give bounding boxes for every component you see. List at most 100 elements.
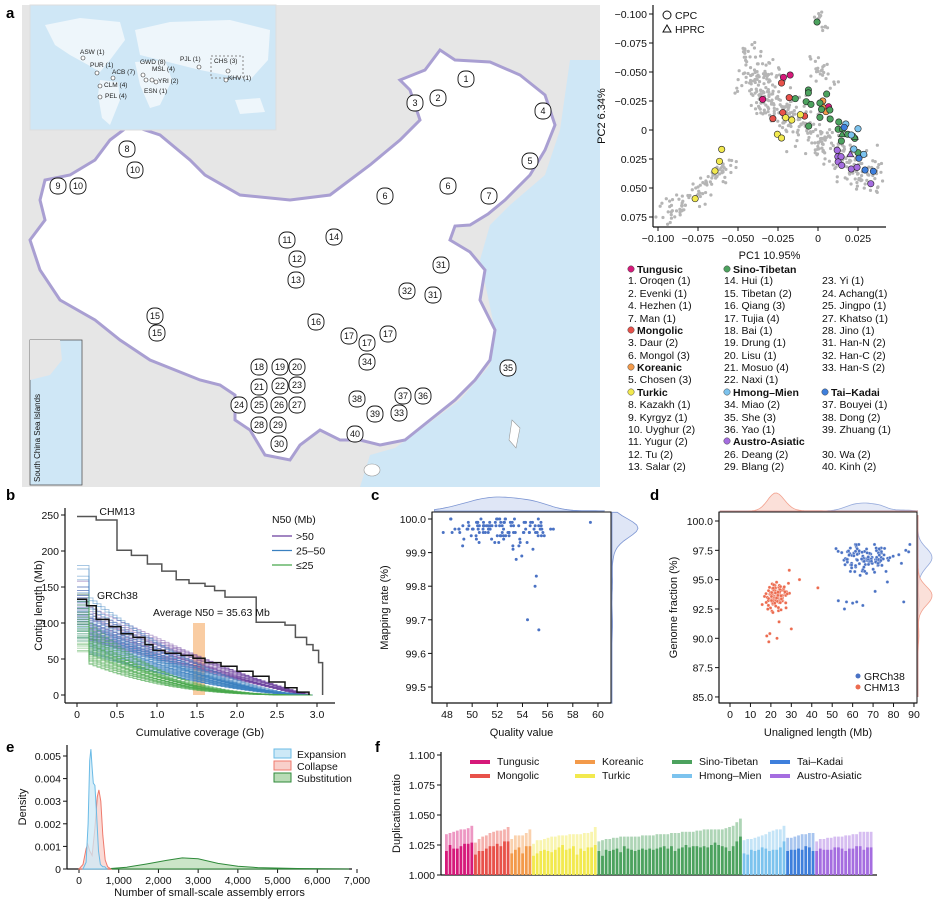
sample-point-chm13	[779, 597, 784, 601]
site-marker: 14	[325, 228, 343, 246]
x-tick-label: 0.5	[110, 709, 125, 721]
sample-point-chm13	[760, 602, 764, 607]
reference-point	[830, 130, 834, 135]
reference-point	[820, 73, 825, 77]
population-entry: 34. Miao (2)	[724, 399, 780, 411]
site-marker-badge	[270, 435, 288, 453]
population-entry: 14. Hui (1)	[724, 275, 773, 287]
reference-point	[809, 57, 813, 61]
population-marker	[196, 64, 202, 70]
bar-lower	[484, 848, 488, 875]
site-number: 7	[486, 191, 491, 201]
site-number: 34	[362, 357, 372, 367]
bar-lower	[532, 855, 535, 875]
bar-lower	[633, 851, 637, 875]
reference-point	[771, 57, 775, 62]
site-marker: 23	[288, 376, 306, 394]
reference-point	[806, 138, 810, 142]
cpc-sample-point	[853, 163, 861, 171]
sample-point	[533, 584, 537, 588]
cpc-sample-point	[769, 115, 777, 123]
reference-point	[708, 180, 712, 184]
reference-point	[697, 204, 702, 209]
population-marker	[225, 68, 231, 74]
site-marker: 27	[288, 396, 306, 414]
population-label: ESN (1)	[144, 88, 167, 95]
sample-point-grch38	[869, 559, 874, 564]
reference-point	[665, 222, 670, 226]
reference-point	[766, 106, 771, 111]
site-number: 3	[412, 98, 417, 108]
y-tick-label: −0.100	[615, 9, 648, 21]
sample-point	[500, 530, 504, 534]
site-marker: 13	[287, 271, 305, 289]
legend-label: HPRC	[675, 24, 705, 36]
site-number: 40	[350, 429, 360, 439]
population-marker	[94, 70, 100, 76]
bar-lower	[568, 848, 572, 875]
reference-point	[761, 112, 765, 116]
reference-point	[771, 83, 775, 87]
site-marker-badge	[406, 94, 424, 112]
y-tick-label: 1.050	[409, 810, 435, 822]
reference-point	[755, 111, 759, 116]
hprc-legend-symbol	[662, 23, 672, 33]
bar-lower	[495, 843, 499, 875]
population-entry: 40. Kinh (2)	[822, 461, 876, 473]
y-axis-label: Contig length (Mb)	[33, 560, 45, 651]
bar-lower	[706, 847, 710, 875]
reference-point	[814, 128, 818, 132]
site-number: 10	[130, 165, 140, 175]
x-tick-label: 3,000	[185, 875, 211, 887]
sample-point	[476, 520, 480, 524]
reference-curve-chm13	[77, 515, 324, 695]
panel-letter-c: c	[371, 487, 379, 504]
sample-point	[536, 517, 540, 521]
cpc-sample-point	[796, 111, 804, 119]
reference-point	[757, 106, 761, 110]
sample-point-grch38	[848, 569, 853, 574]
reference-point	[768, 113, 772, 117]
site-marker: 10	[69, 177, 87, 195]
y-axis-label: Genome fraction (%)	[668, 557, 680, 658]
bar-lower	[662, 846, 666, 875]
reference-point	[820, 140, 824, 144]
reference-point	[777, 97, 781, 101]
cpc-sample-point	[869, 167, 877, 175]
sample-point-grch38	[877, 547, 881, 551]
sample-point-grch38	[872, 542, 877, 547]
bar-lower	[855, 846, 858, 875]
site-marker-badge	[424, 286, 442, 304]
sample-point-chm13	[767, 640, 771, 644]
population-entry: 35. She (3)	[724, 412, 776, 424]
hprc-sample-point	[837, 130, 847, 138]
reference-point	[832, 80, 836, 84]
cpc-legend-symbol	[662, 10, 672, 20]
site-marker: 18	[250, 358, 268, 376]
cpc-sample-point	[813, 18, 821, 26]
y-tick-label: 250	[41, 510, 59, 522]
reference-point	[794, 105, 798, 109]
reference-point	[785, 102, 789, 106]
sample-point-chm13	[778, 584, 783, 589]
reference-point	[819, 68, 823, 73]
x-tick-label: 3.0	[310, 709, 325, 721]
bar-lower	[771, 849, 775, 875]
reference-point	[797, 125, 801, 129]
bar-lower	[499, 846, 503, 875]
reference-label: GRCh38	[97, 590, 138, 602]
sample-point	[481, 530, 485, 534]
reference-point	[860, 161, 864, 166]
sample-point	[441, 530, 445, 534]
sample-point-grch38	[850, 601, 855, 605]
legend-label: Tai–Kadai	[797, 756, 843, 768]
population-label: ASW (1)	[80, 49, 105, 56]
reference-point	[775, 107, 779, 111]
sample-point	[534, 530, 538, 534]
bar-lower	[822, 849, 826, 875]
reference-point	[874, 189, 879, 193]
sample-point-grch38	[843, 562, 847, 567]
bar-lower	[847, 848, 851, 875]
population-label: ACB (7)	[112, 69, 135, 76]
